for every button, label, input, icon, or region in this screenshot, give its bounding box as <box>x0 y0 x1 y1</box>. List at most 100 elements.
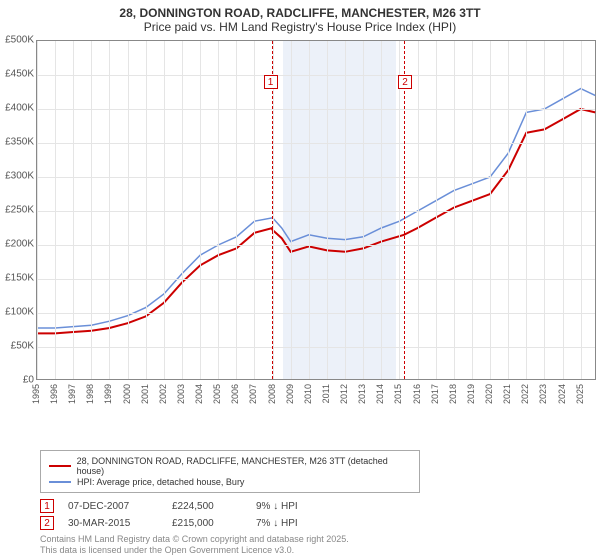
gridline-v <box>236 41 237 379</box>
y-axis-label: £200K <box>0 239 34 250</box>
gridline-h <box>37 245 595 246</box>
x-axis-label: 2022 <box>520 384 530 404</box>
gridline-h <box>37 313 595 314</box>
gridline-v <box>291 41 292 379</box>
y-axis-label: £250K <box>0 205 34 216</box>
x-axis-label: 2024 <box>557 384 567 404</box>
gridline-h <box>37 109 595 110</box>
plot-region: 12 <box>36 40 596 380</box>
gridline-h <box>37 279 595 280</box>
x-axis-label: 2021 <box>502 384 512 404</box>
x-axis-label: 2003 <box>176 384 186 404</box>
event-price: £215,000 <box>172 518 242 529</box>
x-axis-label: 2001 <box>140 384 150 404</box>
legend-label: HPI: Average price, detached house, Bury <box>77 477 244 487</box>
gridline-v <box>273 41 274 379</box>
x-axis-label: 1996 <box>49 384 59 404</box>
gridline-v <box>146 41 147 379</box>
x-axis-label: 2019 <box>466 384 476 404</box>
gridline-v <box>55 41 56 379</box>
x-axis-label: 1998 <box>85 384 95 404</box>
chart-title-sub: Price paid vs. HM Land Registry's House … <box>0 20 600 36</box>
event-price: £224,500 <box>172 501 242 512</box>
gridline-v <box>508 41 509 379</box>
gridline-v <box>164 41 165 379</box>
gridline-v <box>200 41 201 379</box>
gridline-v <box>381 41 382 379</box>
event-table: 1 07-DEC-2007 £224,500 9% ↓ HPI 2 30-MAR-2015… <box>40 499 600 530</box>
gridline-v <box>436 41 437 379</box>
x-axis-label: 2004 <box>194 384 204 404</box>
event-number-box: 2 <box>40 516 54 530</box>
gridline-v <box>490 41 491 379</box>
event-marker-line <box>272 41 273 379</box>
gridline-v <box>454 41 455 379</box>
event-marker-line <box>404 41 405 379</box>
y-axis-label: £0 <box>0 375 34 386</box>
legend-row: 28, DONNINGTON ROAD, RADCLIFFE, MANCHEST… <box>49 456 411 476</box>
x-axis-label: 2010 <box>303 384 313 404</box>
gridline-v <box>128 41 129 379</box>
gridline-v <box>218 41 219 379</box>
y-axis-label: £50K <box>0 341 34 352</box>
footer-line1: Contains HM Land Registry data © Crown c… <box>40 534 600 545</box>
event-date: 07-DEC-2007 <box>68 501 158 512</box>
legend-label: 28, DONNINGTON ROAD, RADCLIFFE, MANCHEST… <box>77 456 411 476</box>
x-axis-label: 2006 <box>230 384 240 404</box>
gridline-v <box>581 41 582 379</box>
gridline-v <box>91 41 92 379</box>
gridline-h <box>37 177 595 178</box>
gridline-v <box>254 41 255 379</box>
x-axis-label: 2015 <box>393 384 403 404</box>
gridline-v <box>418 41 419 379</box>
legend-row: HPI: Average price, detached house, Bury <box>49 477 411 487</box>
gridline-v <box>109 41 110 379</box>
event-marker-box: 2 <box>398 75 412 89</box>
x-axis-label: 2023 <box>538 384 548 404</box>
chart-title-main: 28, DONNINGTON ROAD, RADCLIFFE, MANCHEST… <box>0 0 600 20</box>
x-axis-label: 2014 <box>375 384 385 404</box>
y-axis-label: £300K <box>0 171 34 182</box>
gridline-v <box>37 41 38 379</box>
x-axis-label: 1995 <box>31 384 41 404</box>
x-axis-label: 2005 <box>212 384 222 404</box>
gridline-v <box>345 41 346 379</box>
chart-legend: 28, DONNINGTON ROAD, RADCLIFFE, MANCHEST… <box>40 450 420 493</box>
event-row: 1 07-DEC-2007 £224,500 9% ↓ HPI <box>40 499 600 513</box>
gridline-v <box>472 41 473 379</box>
y-axis-label: £100K <box>0 307 34 318</box>
x-axis-label: 2016 <box>412 384 422 404</box>
y-axis-label: £450K <box>0 69 34 80</box>
event-row: 230-MAR-2015£215,0007% ↓ HPI <box>40 516 600 530</box>
gridline-v <box>182 41 183 379</box>
gridline-v <box>563 41 564 379</box>
gridline-v <box>309 41 310 379</box>
gridline-v <box>526 41 527 379</box>
chart-container: 28, DONNINGTON ROAD, RADCLIFFE, MANCHEST… <box>0 0 600 560</box>
y-axis-label: £500K <box>0 35 34 46</box>
x-axis-label: 2000 <box>122 384 132 404</box>
y-axis-label: £400K <box>0 103 34 114</box>
gridline-h <box>37 347 595 348</box>
gridline-h <box>37 211 595 212</box>
gridline-v <box>399 41 400 379</box>
footer-attribution: Contains HM Land Registry data © Crown c… <box>40 534 600 557</box>
x-axis-label: 2013 <box>357 384 367 404</box>
x-axis-label: 2018 <box>448 384 458 404</box>
event-date: 30-MAR-2015 <box>68 518 158 529</box>
legend-swatch <box>49 481 71 483</box>
gridline-v <box>363 41 364 379</box>
y-axis-label: £350K <box>0 137 34 148</box>
legend-swatch <box>49 465 71 467</box>
event-marker-box: 1 <box>264 75 278 89</box>
gridline-h <box>37 143 595 144</box>
event-pct: 9% ↓ HPI <box>256 501 336 512</box>
y-axis-label: £150K <box>0 273 34 284</box>
gridline-v <box>327 41 328 379</box>
x-axis-label: 2012 <box>339 384 349 404</box>
x-axis-label: 2008 <box>267 384 277 404</box>
gridline-v <box>544 41 545 379</box>
x-axis-label: 1999 <box>103 384 113 404</box>
x-axis-label: 2025 <box>575 384 585 404</box>
event-number-box: 1 <box>40 499 54 513</box>
